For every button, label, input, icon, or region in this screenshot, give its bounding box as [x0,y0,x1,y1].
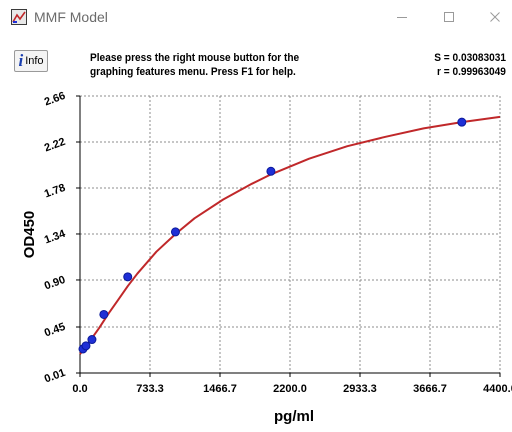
data-point[interactable] [99,309,109,319]
r-statistic: r = 0.99963049 [437,66,506,78]
info-button[interactable]: i Info [14,50,48,72]
chart-axes [76,95,501,377]
data-point[interactable] [170,227,180,237]
info-icon: i [18,51,24,70]
y-tick-label: 0.01 [43,367,67,386]
x-axis-title: pg/ml [274,408,314,425]
help-text-line2: graphing features menu. Press F1 for hel… [90,66,296,78]
x-tick-label: 2933.3 [343,383,377,395]
minimize-button[interactable] [385,4,419,30]
minimize-icon [397,17,407,18]
y-tick-label: 1.34 [43,228,68,247]
maximize-button[interactable] [432,4,466,30]
x-tick-label: 733.3 [136,383,164,395]
data-point[interactable] [87,335,97,345]
data-point[interactable] [81,341,91,351]
x-tick-label: 3666.7 [413,383,447,395]
close-icon [490,12,500,22]
help-text-line1: Please press the right mouse button for … [90,52,300,64]
y-tick-label: 2.22 [43,136,67,155]
data-point[interactable] [266,166,276,176]
y-axis-title: OD450 [21,211,38,259]
x-tick-label: 4400.0 [483,383,512,395]
help-text: Please press the right mouse button for … [90,51,299,79]
y-tick-label: 2.66 [43,90,67,109]
fit-curve-layer [79,115,501,355]
x-tick-label: 1466.7 [203,383,237,395]
title-bar[interactable]: MMF Model [0,0,512,34]
data-point[interactable] [123,272,133,282]
y-tick-label: 0.45 [43,321,67,340]
chart-grid [80,95,501,373]
close-button[interactable] [478,4,512,30]
x-tick-label: 2200.0 [273,383,307,395]
app-icon [11,9,27,25]
chart-labels: 0.0 733.3 1466.7 2200.0 2933.3 3666.7 4400.0 0.… [21,90,512,425]
info-button-label: Info [25,55,44,67]
data-points-layer [78,117,467,354]
s-statistic: S = 0.03083031 [434,52,506,64]
window-title: MMF Model [34,9,108,25]
y-tick-label: 0.90 [43,274,67,293]
y-tick-label: 1.78 [43,182,67,201]
data-point[interactable] [457,117,467,127]
fit-curve [79,115,501,355]
maximize-icon [444,12,454,22]
x-tick-label: 0.0 [72,383,87,395]
